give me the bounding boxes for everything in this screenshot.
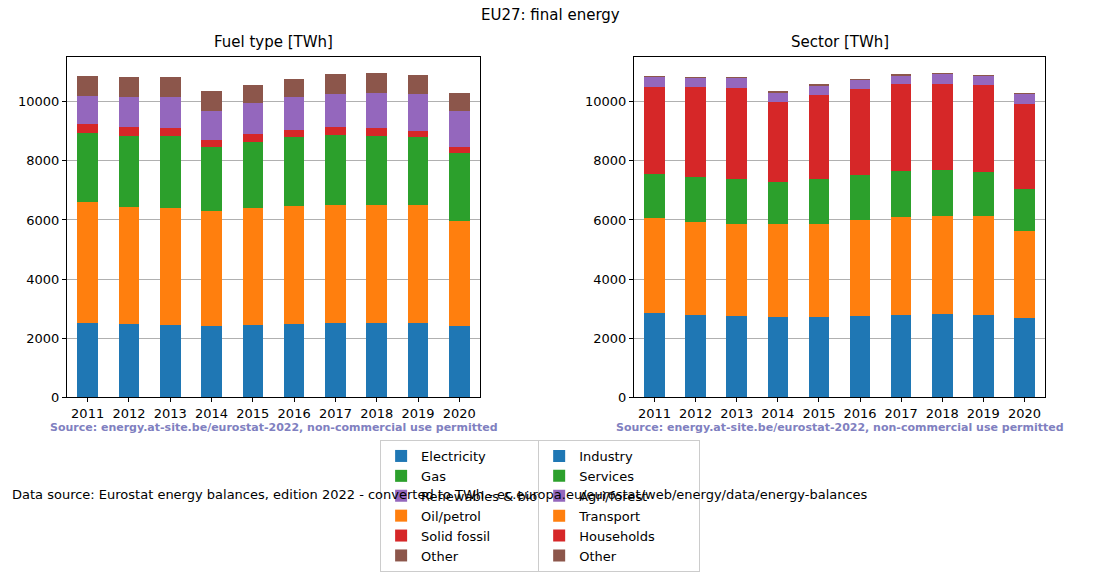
svg-text:2019: 2019 <box>402 406 435 421</box>
svg-text:Electricity: Electricity <box>421 449 486 464</box>
svg-text:Sector [TWh]: Sector [TWh] <box>791 33 889 51</box>
svg-text:Oil/petrol: Oil/petrol <box>421 509 481 524</box>
svg-text:Fuel type [TWh]: Fuel type [TWh] <box>214 33 333 51</box>
svg-text:2012: 2012 <box>112 406 145 421</box>
svg-text:2019: 2019 <box>967 406 1000 421</box>
svg-text:Gas: Gas <box>421 469 446 484</box>
svg-text:Source: energy.at-site.be/euro: Source: energy.at-site.be/eurostat-2022,… <box>616 421 1064 434</box>
svg-text:2013: 2013 <box>720 406 753 421</box>
svg-text:2015: 2015 <box>802 406 835 421</box>
svg-text:4000: 4000 <box>26 272 59 287</box>
svg-text:2020: 2020 <box>443 406 476 421</box>
svg-text:Solid fossil: Solid fossil <box>421 529 490 544</box>
svg-text:2014: 2014 <box>195 406 228 421</box>
svg-text:2018: 2018 <box>926 406 959 421</box>
svg-text:0: 0 <box>618 390 626 405</box>
svg-text:Data source: Eurostat energy b: Data source: Eurostat energy balances, e… <box>12 487 868 502</box>
svg-text:Industry: Industry <box>579 449 633 464</box>
svg-text:2017: 2017 <box>319 406 352 421</box>
svg-text:2016: 2016 <box>278 406 311 421</box>
svg-text:6000: 6000 <box>26 213 59 228</box>
svg-text:2012: 2012 <box>679 406 712 421</box>
svg-text:2017: 2017 <box>885 406 918 421</box>
svg-text:2015: 2015 <box>236 406 269 421</box>
svg-text:Transport: Transport <box>578 509 640 524</box>
svg-text:2018: 2018 <box>360 406 393 421</box>
svg-text:2014: 2014 <box>761 406 794 421</box>
svg-text:EU27: final energy: EU27: final energy <box>481 6 620 24</box>
svg-text:Other: Other <box>421 549 459 564</box>
svg-text:2000: 2000 <box>593 331 626 346</box>
svg-text:4000: 4000 <box>593 272 626 287</box>
svg-text:8000: 8000 <box>593 153 626 168</box>
svg-text:Source: energy.at-site.be/euro: Source: energy.at-site.be/eurostat-2022,… <box>50 421 498 434</box>
svg-text:2000: 2000 <box>26 331 59 346</box>
svg-text:2011: 2011 <box>71 406 104 421</box>
svg-text:2016: 2016 <box>844 406 877 421</box>
svg-text:2020: 2020 <box>1008 406 1041 421</box>
svg-text:10000: 10000 <box>585 94 626 109</box>
svg-text:Renewables & biofuel: Renewables & biofuel <box>421 488 562 504</box>
svg-text:8000: 8000 <box>26 153 59 168</box>
svg-text:2013: 2013 <box>154 406 187 421</box>
svg-text:Services: Services <box>579 469 634 484</box>
svg-text:2011: 2011 <box>638 406 671 421</box>
svg-text:10000: 10000 <box>18 94 59 109</box>
svg-text:Other: Other <box>579 549 617 564</box>
svg-text:0: 0 <box>51 390 59 405</box>
svg-text:Households: Households <box>579 529 655 544</box>
svg-text:6000: 6000 <box>593 213 626 228</box>
svg-text:Agri/forest: Agri/forest <box>579 489 647 504</box>
